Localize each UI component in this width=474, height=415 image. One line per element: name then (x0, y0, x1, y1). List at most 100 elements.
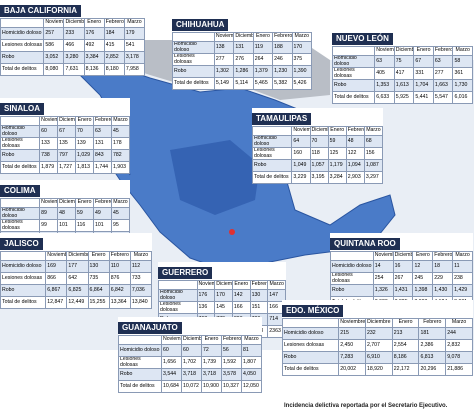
corner (281, 318, 340, 328)
cell: 3,718 (201, 368, 222, 381)
cell: 6,842 (108, 284, 131, 297)
cell: 361 (452, 67, 473, 80)
month-header: Enero (412, 251, 434, 261)
data-row: Robo 3,544 3,718 3,718 3,578 4,050 (117, 368, 263, 381)
cell: 160 (291, 147, 311, 160)
cell: 60 (39, 125, 59, 138)
cell: 131 (93, 137, 112, 150)
crime-table: NoviembreDiciembreEneroFebreroMarzoHomic… (0, 116, 131, 174)
cell: 139 (75, 137, 95, 150)
cell: 64 (291, 135, 311, 148)
cell: 1,057 (309, 159, 329, 172)
cell: 101 (93, 219, 112, 232)
month-header: Noviembre (372, 251, 394, 261)
cell: 13,364 (108, 296, 131, 309)
corner (0, 116, 41, 126)
data-row: Total de delitos 3,229 3,195 3,284 2,903 3,29… (251, 171, 384, 184)
data-row: Homicidio doloso 138 131 119 188 170 (172, 41, 313, 54)
cell: 56 (220, 344, 242, 357)
data-row: Homicidio doloso 14 16 12 18 11 (330, 260, 473, 273)
state-title: CHIHUAHUA (172, 19, 229, 31)
cell: 136 (196, 301, 216, 314)
row-label: Total de delitos (0, 63, 45, 76)
cell: 876 (108, 272, 131, 285)
month-header: Febrero (249, 280, 269, 290)
data-row: Robo 6,867 6,825 6,864 6,842 7,036 (0, 284, 153, 297)
month-header: Diciembre (181, 335, 202, 345)
cell: 188 (272, 41, 293, 54)
cell: 49 (93, 207, 112, 220)
cell: 6,633 (374, 91, 395, 104)
cell: 866 (45, 272, 68, 285)
month-header: Enero (252, 32, 274, 42)
cell: 1,903 (110, 161, 131, 174)
cell: 417 (393, 67, 415, 80)
cell: 178 (110, 137, 131, 150)
data-row: Total de delitos 20,002 18,920 22,172 20,296… (281, 363, 473, 376)
cell: 10,327 (220, 380, 242, 393)
row-label: Lesiones dolosas (0, 137, 41, 150)
cell: 9,078 (445, 351, 473, 364)
month-header: Febrero (103, 18, 125, 28)
cell: 11 (452, 260, 473, 273)
cell: 12,847 (45, 296, 68, 309)
data-row: Robo 1,049 1,057 1,179 1,094 1,087 (251, 159, 384, 172)
cell: 6,813 (418, 351, 447, 364)
month-header: Enero (87, 251, 110, 261)
cell: 16 (392, 260, 414, 273)
cell: 63 (374, 55, 395, 68)
month-header: Diciembre (57, 116, 77, 126)
cell: 59 (75, 207, 95, 220)
crime-table: NoviembreDiciembreEneroFebreroMarzoHomic… (0, 18, 146, 76)
cell: 254 (372, 272, 394, 285)
cell: 138 (213, 41, 235, 54)
cell: 20,002 (338, 363, 366, 376)
cell: 22,172 (391, 363, 420, 376)
data-row: Total de delitos 10,684 10,072 10,900 10,327… (117, 380, 263, 393)
cell: 20,296 (418, 363, 447, 376)
cell: 122 (345, 147, 365, 160)
data-row: Robo 1,326 1,431 1,398 1,430 1,429 (330, 284, 473, 297)
cell: 238 (452, 272, 473, 285)
month-header: Enero (83, 18, 105, 28)
month-header: Diciembre (309, 126, 329, 136)
cell: 2,554 (391, 339, 420, 352)
row-label: Robo (251, 159, 293, 172)
cell: 1,430 (432, 284, 454, 297)
month-header: Diciembre (57, 198, 77, 208)
cell: 1,663 (432, 79, 454, 92)
data-row: Lesiones dolosas 866 642 735 876 733 (0, 272, 153, 285)
cell: 177 (66, 260, 89, 273)
cell: 331 (413, 67, 434, 80)
cell: 1,326 (372, 284, 394, 297)
cell: 3,297 (363, 171, 384, 184)
cell: 3,280 (63, 51, 85, 64)
month-header: Enero (413, 46, 434, 56)
month-header: Febrero (108, 251, 131, 261)
cell: 125 (327, 147, 347, 160)
cell: 1,879 (39, 161, 59, 174)
row-label: Lesiones dolosas (158, 301, 198, 314)
row-label: Lesiones dolosas (331, 67, 376, 80)
corner (0, 18, 45, 28)
cell: 166 (231, 301, 251, 314)
month-header: Febrero (432, 46, 454, 56)
crime-table: NoviembreDiciembreEneroFebreroMarzoHomic… (251, 126, 384, 184)
cell: 3,178 (123, 51, 146, 64)
cell: 70 (75, 125, 95, 138)
cell: 170 (291, 41, 313, 54)
cell: 2,450 (338, 339, 366, 352)
cell: 12,449 (66, 296, 89, 309)
row-label: Homicidio doloso (158, 289, 198, 302)
row-label: Robo (0, 51, 45, 64)
cell: 176 (196, 289, 216, 302)
data-row: Lesiones dolosas 254 267 245 229 238 (330, 272, 473, 285)
cell: 18,920 (364, 363, 393, 376)
month-header: Marzo (445, 318, 473, 328)
capital-marker (229, 229, 235, 235)
state-panel: QUINTANA ROONoviembreDiciembreEneroFebre… (330, 233, 473, 309)
